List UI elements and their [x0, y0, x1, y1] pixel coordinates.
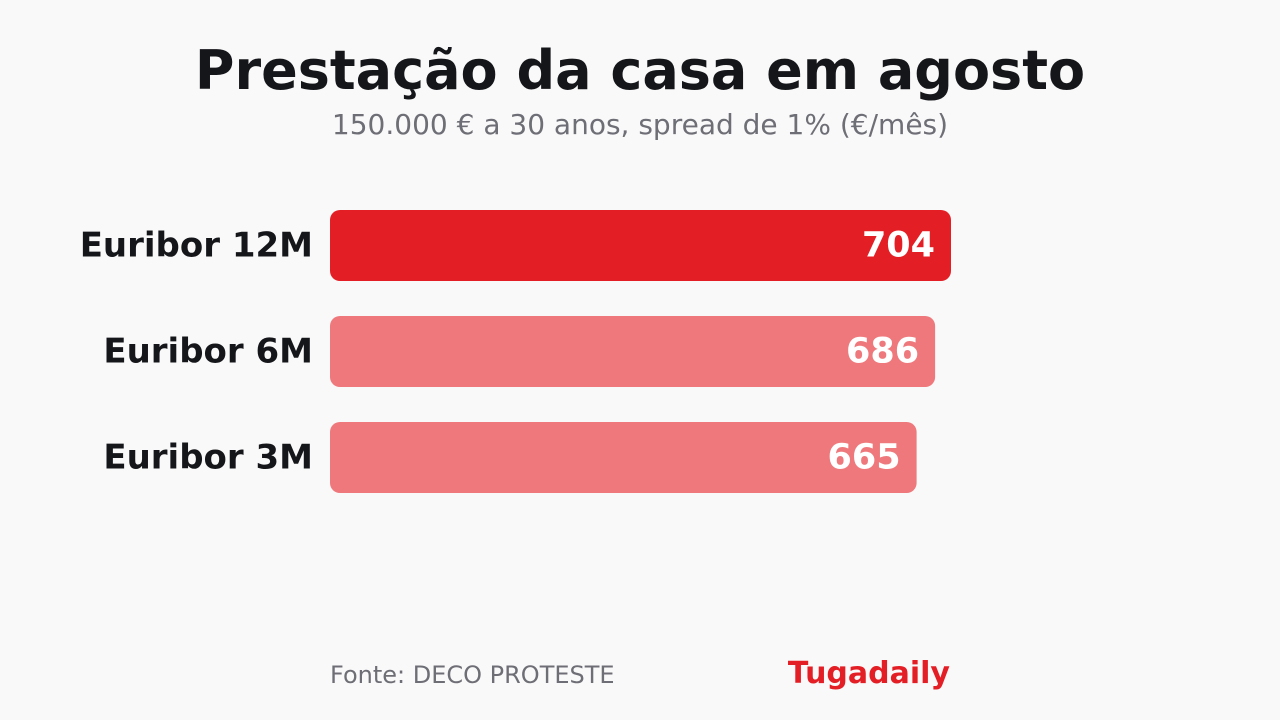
- category-label: Euribor 12M: [80, 226, 313, 266]
- category-label: Euribor 3M: [103, 438, 313, 478]
- bar-euribor-6m: [330, 316, 936, 387]
- value-label: 665: [828, 438, 901, 478]
- value-label: 704: [862, 226, 935, 266]
- bar-euribor-3m: [330, 422, 917, 493]
- chart-title: Prestação da casa em agosto: [194, 39, 1086, 102]
- chart-subtitle: 150.000 € a 30 anos, spread de 1% (€/mês…: [331, 108, 949, 141]
- brand-logo: Tugadaily: [787, 656, 950, 691]
- source-credit: Fonte: DECO PROTESTE: [330, 661, 615, 689]
- value-label: 686: [846, 332, 919, 372]
- category-label: Euribor 6M: [103, 332, 313, 372]
- bar-euribor-12m: [330, 210, 951, 281]
